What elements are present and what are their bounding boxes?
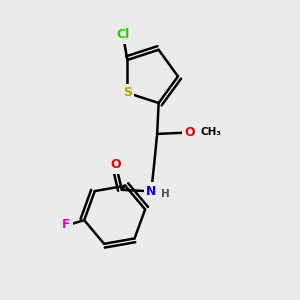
Text: H: H [161,189,170,199]
Text: CH₃: CH₃ [201,128,222,137]
Text: N: N [146,185,157,198]
Text: O: O [111,158,121,171]
Text: Cl: Cl [116,28,130,41]
Text: F: F [62,218,71,231]
Text: O: O [184,126,195,139]
Text: S: S [123,86,132,99]
